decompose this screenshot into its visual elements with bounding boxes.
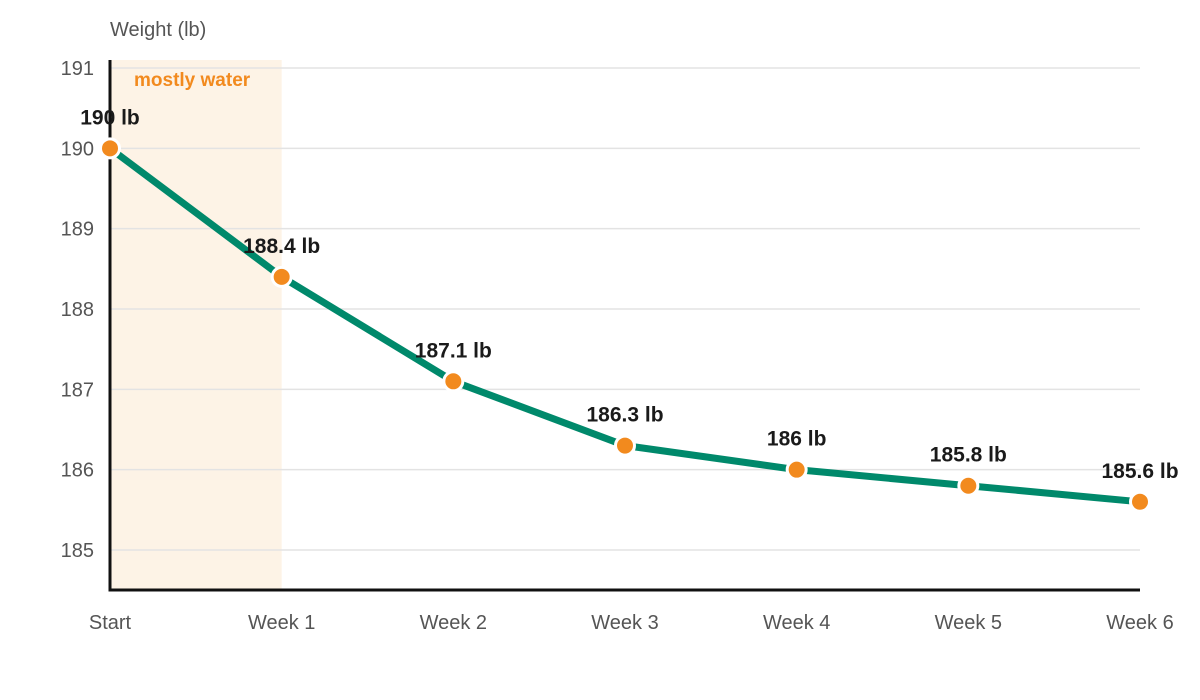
data-point: [614, 434, 636, 457]
data-point: [785, 458, 808, 481]
x-tick-label: Week 6: [1106, 612, 1173, 634]
data-label: 186 lb: [767, 428, 827, 451]
data-label: 188.4 lb: [243, 235, 320, 258]
series-layer: [99, 137, 1151, 513]
y-tick-label: 188: [61, 299, 94, 321]
data-label: 186.3 lb: [586, 404, 663, 427]
labels-layer: 190 lb 188.4 lb 187.1 lb 186.3 lb 186 lb 185.…: [80, 106, 1178, 482]
data-label: 185.6 lb: [1101, 460, 1178, 483]
data-point: [1129, 490, 1151, 513]
data-label: 185.8 lb: [930, 444, 1007, 467]
x-tick-label: Week 4: [763, 612, 830, 634]
x-tick-label: Week 3: [591, 612, 658, 634]
data-point: [957, 474, 980, 497]
data-point: [442, 370, 465, 393]
gridlines: [110, 67, 1140, 551]
y-tick-label: 185: [61, 540, 94, 562]
annotation-layer: mostly water: [110, 60, 282, 590]
y-tick-label: 187: [61, 379, 94, 401]
data-point: [270, 265, 293, 288]
x-tick-label: Week 2: [420, 612, 487, 634]
y-tick-label: 189: [61, 219, 94, 241]
y-tick-label: 186: [61, 460, 94, 482]
annotation-band: [110, 60, 282, 590]
data-point: [99, 137, 121, 160]
data-label: 190 lb: [80, 106, 140, 129]
data-label: 187.1 lb: [415, 339, 492, 362]
y-tick-label: 190: [61, 138, 94, 160]
x-tick-label: Week 1: [248, 612, 315, 634]
annotation-label: mostly water: [134, 70, 251, 91]
x-tick-label: Start: [89, 612, 132, 634]
axes: 185 186 187 188 189 190 191 Start Week 1 Week 2 We…: [61, 58, 1174, 634]
y-tick-label: 191: [61, 58, 94, 80]
y-axis-title: Weight (lb): [110, 19, 206, 41]
x-tick-label: Week 5: [935, 612, 1002, 634]
